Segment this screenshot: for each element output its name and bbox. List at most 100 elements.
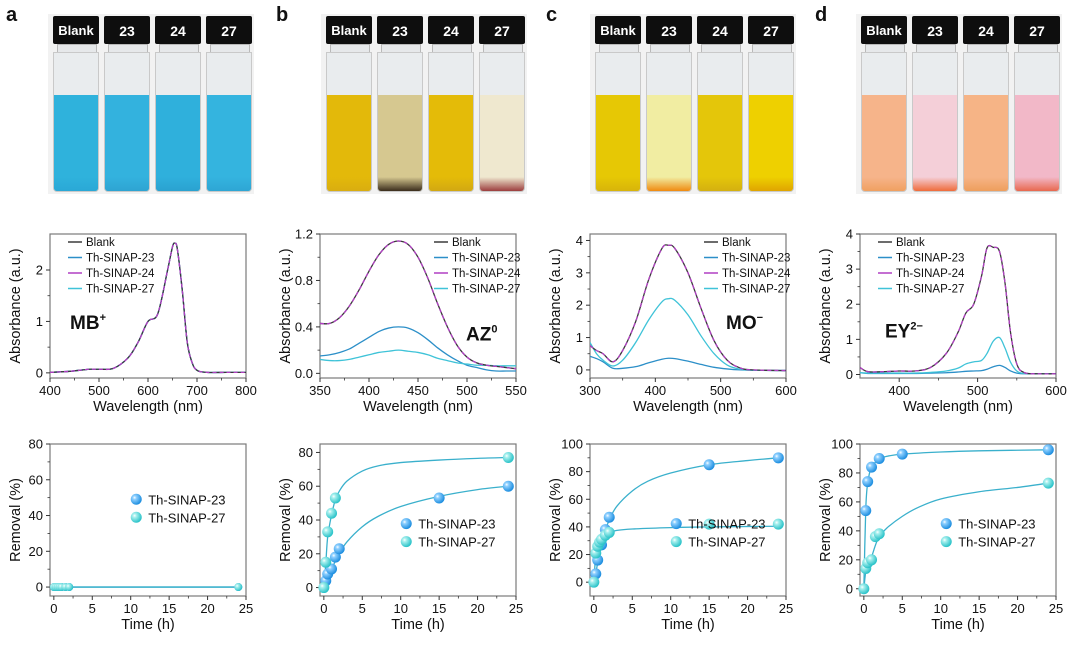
dye-charge: +: [100, 312, 106, 324]
panel-letter-b: b: [276, 4, 289, 26]
vial-glass: [326, 52, 372, 192]
legend-label: Th-SINAP-27: [958, 535, 1035, 550]
x-tick-label: 400: [358, 383, 380, 398]
y-tick-label: 0: [846, 367, 853, 382]
legend-label: Th-SINAP-27: [688, 535, 765, 550]
data-point: [590, 568, 602, 580]
vial-glass: [479, 52, 525, 192]
vial-neck: [865, 44, 905, 53]
vial-neck: [57, 44, 97, 53]
vial-sediment: [378, 177, 422, 191]
vial-cap-label: Blank: [861, 16, 907, 44]
legend-label: Blank: [452, 237, 481, 249]
legend-label: Th-SINAP-27: [418, 535, 495, 550]
data-point: [329, 551, 341, 563]
vial-neck: [650, 44, 690, 53]
x-tick-label: 450: [407, 383, 429, 398]
dye-annotation: MO−: [726, 312, 763, 334]
x-tick-label: 5: [899, 601, 906, 616]
y-tick-label: 1: [576, 330, 583, 345]
data-point: [65, 583, 74, 592]
x-tick-label: 10: [933, 601, 947, 616]
vial: Blank: [52, 14, 100, 194]
legend-marker: [400, 536, 412, 548]
vial-neck: [483, 44, 523, 53]
kinetics-chart-c: 0 5 10 15 20 25 0 20 40 60 80 100 Time (h) Removal (%…: [548, 437, 793, 634]
y-tick-label: 3: [846, 262, 853, 277]
plot-area: [50, 242, 246, 374]
dye-name: AZ: [466, 325, 492, 346]
vial-glass: [963, 52, 1009, 192]
data-point: [433, 492, 445, 504]
vial-sediment: [964, 177, 1008, 191]
vial-sediment: [207, 177, 251, 191]
x-tick-label: 5: [89, 601, 96, 616]
vial-cap-label: 23: [912, 16, 958, 44]
series-line-th-sinap-27: [590, 297, 786, 372]
vial-neck: [432, 44, 472, 53]
data-point: [603, 511, 615, 523]
vial-glass: [428, 52, 474, 192]
series-line-blank: [860, 244, 1056, 375]
y-tick-label: 0: [576, 575, 583, 590]
y-tick-label: 0.8: [295, 273, 313, 288]
y-tick-label: 2: [36, 263, 43, 278]
legend-marker: [670, 536, 682, 548]
legend-label: Th-SINAP-27: [722, 284, 790, 296]
legend-label: Th-SINAP-27: [148, 510, 225, 525]
legend-label: Th-SINAP-23: [418, 517, 495, 532]
legend-label: Th-SINAP-23: [722, 253, 790, 265]
y-tick-label: 40: [29, 508, 43, 523]
vial-cap-label: 27: [748, 16, 794, 44]
x-tick-label: 500: [456, 383, 478, 398]
uv-chart-a: 400 500 600 700 800 0 1 2 Wavelength (nm) Absorba…: [8, 233, 257, 415]
data-point: [333, 543, 345, 555]
legend-label: Th-SINAP-23: [86, 253, 154, 265]
legend-label: Th-SINAP-23: [148, 492, 225, 507]
vial-sediment: [327, 177, 371, 191]
legend-label: Th-SINAP-27: [452, 284, 520, 296]
data-point: [326, 507, 338, 519]
series-line-th-sinap-27: [860, 336, 1056, 375]
vial: 27: [205, 14, 253, 194]
vial-neck: [210, 44, 250, 53]
plot-frame: [589, 443, 787, 597]
legend-label: Th-SINAP-23: [452, 253, 520, 265]
vial-neck: [159, 44, 199, 53]
x-axis-label: Wavelength (nm): [93, 399, 203, 415]
y-axis-label: Absorbance (a.u.): [278, 248, 294, 363]
data-point: [873, 452, 885, 464]
data-point: [873, 528, 885, 540]
y-tick-label: 0: [36, 365, 43, 380]
plot-frame: [859, 443, 1057, 597]
plot-area: [590, 244, 786, 372]
legend-marker: [940, 536, 952, 548]
series-line-th-sinap-24: [320, 240, 516, 370]
vial-glass: [595, 52, 641, 192]
vial: 24: [154, 14, 202, 194]
x-tick-label: 10: [393, 601, 407, 616]
dye-charge: −: [757, 312, 763, 324]
y-tick-label: 0: [36, 580, 43, 595]
vial-glass: [861, 52, 907, 192]
x-tick-label: 700: [186, 383, 208, 398]
plot-area: [320, 240, 516, 372]
data-point: [603, 526, 615, 538]
vial-cap-label: Blank: [53, 16, 99, 44]
vial: 27: [1013, 14, 1061, 194]
vial-neck: [108, 44, 148, 53]
legend-marker: [940, 518, 952, 530]
vial: Blank: [860, 14, 908, 194]
plot-area: [860, 244, 1056, 375]
vial-cap-label: Blank: [595, 16, 641, 44]
x-tick-label: 600: [775, 383, 797, 398]
vial: 23: [645, 14, 693, 194]
vial: 24: [427, 14, 475, 194]
data-point: [318, 582, 330, 594]
plot-frame: [49, 443, 247, 597]
y-tick-label: 0.0: [295, 366, 313, 381]
uv-chart-c: 300 400 500 600 0 1 2 3 4 Wavelength (nm) Absorban…: [548, 233, 797, 415]
y-tick-label: 0.4: [295, 319, 313, 334]
y-tick-label: 4: [846, 227, 853, 242]
x-tick-label: 0: [50, 601, 57, 616]
